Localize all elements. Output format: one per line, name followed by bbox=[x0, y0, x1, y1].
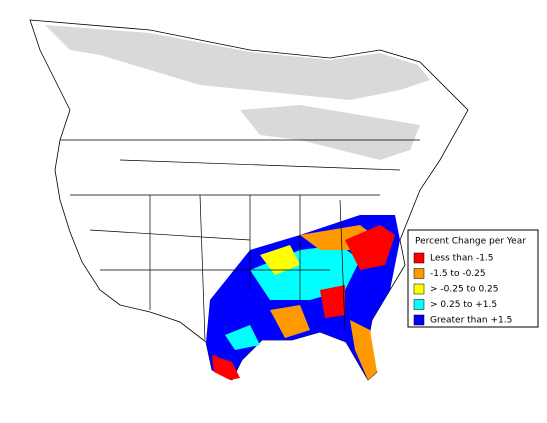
legend-swatch bbox=[413, 268, 425, 279]
legend-swatch bbox=[413, 252, 425, 264]
legend-swatch bbox=[413, 314, 425, 326]
legend-swatch bbox=[413, 299, 425, 310]
trend-regions bbox=[206, 215, 400, 380]
legend-swatch bbox=[413, 283, 425, 295]
no-data-region bbox=[45, 25, 430, 100]
legend-label: Less than -1.5 bbox=[430, 254, 494, 264]
legend-label: -1.5 to -0.25 bbox=[430, 269, 486, 279]
boundaries bbox=[60, 139, 420, 341]
legend-label: > -0.25 to 0.25 bbox=[430, 285, 498, 295]
legend-label: > 0.25 to +1.5 bbox=[430, 300, 497, 310]
legend: Percent Change per Year Less than -1.5 -1… bbox=[407, 229, 539, 328]
legend-title: Percent Change per Year bbox=[415, 237, 526, 247]
legend-box bbox=[407, 229, 539, 328]
no-data-region bbox=[240, 105, 420, 160]
legend-label: Greater than +1.5 bbox=[430, 316, 512, 326]
